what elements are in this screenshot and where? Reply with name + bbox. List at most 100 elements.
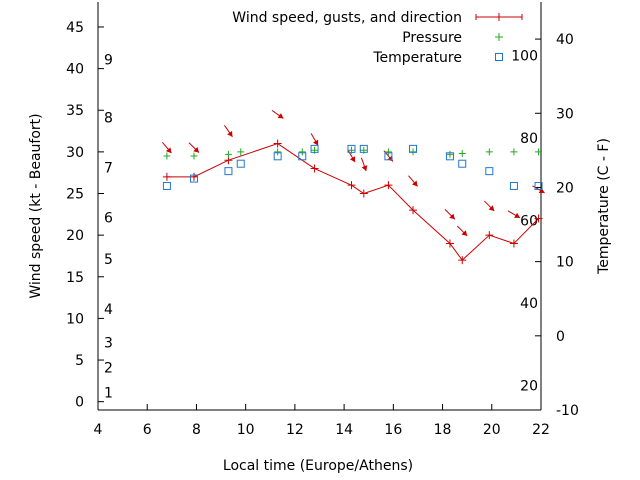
pressure-point bbox=[409, 148, 417, 156]
temperature-point bbox=[485, 167, 494, 176]
temperature-point bbox=[310, 144, 319, 153]
wind-speed-point bbox=[409, 206, 418, 215]
beaufort-label: 1 bbox=[104, 385, 113, 401]
beaufort-label: 8 bbox=[104, 111, 113, 127]
temperature-point bbox=[359, 144, 368, 153]
y-tick-label: 45 bbox=[66, 20, 84, 36]
legend: Wind speed, gusts, and direction Pressure… bbox=[232, 10, 523, 66]
fahrenheit-label: 20 bbox=[520, 378, 538, 394]
wind-direction-arrowhead bbox=[514, 212, 520, 218]
y-axis-label: Wind speed (kt - Beaufort) bbox=[28, 113, 44, 298]
y2-axis-label: Temperature (C - F) bbox=[596, 138, 612, 275]
legend-swatch-wind-marker bbox=[475, 13, 523, 21]
pressure-point bbox=[458, 150, 466, 158]
pressure-point bbox=[510, 148, 518, 156]
wind-speed-point bbox=[359, 189, 368, 198]
wind-speed-point bbox=[273, 139, 282, 148]
x-tick-label: 6 bbox=[143, 422, 152, 438]
wind-speed-point bbox=[347, 181, 356, 190]
pressure-point bbox=[237, 148, 245, 156]
y2-tick-label: 10 bbox=[556, 255, 574, 271]
legend-label-temperature: Temperature bbox=[372, 50, 462, 66]
x-tick-label: 4 bbox=[94, 422, 103, 438]
wind-direction-arrowhead bbox=[277, 113, 284, 119]
wind-speed-point bbox=[189, 172, 198, 181]
temperature-point bbox=[409, 144, 418, 153]
x-tick-label: 18 bbox=[434, 422, 452, 438]
wind-direction-arrowhead bbox=[312, 139, 319, 146]
y-tick-label: 0 bbox=[75, 395, 84, 411]
wind-speed-point bbox=[310, 164, 319, 173]
temperature-point bbox=[509, 181, 518, 190]
x-tick-label: 20 bbox=[483, 422, 501, 438]
fahrenheit-label: 80 bbox=[520, 131, 538, 147]
wind-direction-arrowhead bbox=[165, 147, 172, 154]
pressure-point bbox=[535, 148, 543, 156]
temperature-point bbox=[384, 152, 393, 161]
pressure-point bbox=[446, 150, 454, 158]
x-tick-label: 16 bbox=[384, 422, 402, 438]
y-tick-label: 40 bbox=[66, 62, 84, 78]
wind-direction-arrowhead bbox=[361, 165, 368, 171]
temperature-point bbox=[236, 159, 245, 168]
wind-direction-arrowhead bbox=[488, 205, 495, 211]
pressure-point bbox=[163, 152, 171, 160]
axes bbox=[97, 2, 542, 411]
y2-tick-label: -10 bbox=[556, 403, 579, 419]
wind-speed-point bbox=[384, 181, 393, 190]
pressure-point bbox=[298, 148, 306, 156]
y-tick-label: 25 bbox=[66, 187, 84, 203]
beaufort-label: 4 bbox=[104, 302, 113, 318]
pressure-point bbox=[190, 152, 198, 160]
wind-speed-point bbox=[445, 239, 454, 248]
x-tick-label: 14 bbox=[335, 422, 353, 438]
fahrenheit-label: 60 bbox=[520, 213, 538, 229]
x-tick-label: 12 bbox=[286, 422, 304, 438]
x-tick-label: 22 bbox=[532, 422, 550, 438]
legend-label-pressure: Pressure bbox=[402, 30, 462, 46]
temperature-point bbox=[189, 174, 198, 183]
y-tick-label: 35 bbox=[66, 103, 84, 119]
y2-tick-label: 40 bbox=[556, 32, 574, 48]
pressure-point bbox=[384, 148, 392, 156]
beaufort-label: 2 bbox=[104, 360, 113, 376]
temperature-point bbox=[534, 181, 543, 190]
x-axis-label: Local time (Europe/Athens) bbox=[223, 458, 413, 474]
temperature-point bbox=[162, 181, 171, 190]
wind-speed-point bbox=[458, 256, 467, 265]
temperature-point bbox=[298, 152, 307, 161]
y2-tick-label: 0 bbox=[556, 329, 565, 345]
legend-swatch-temperature bbox=[495, 53, 503, 61]
wind-direction-arrowhead bbox=[449, 213, 455, 220]
temperature-point bbox=[347, 144, 356, 153]
legend-label-wind: Wind speed, gusts, and direction bbox=[232, 10, 462, 26]
y-tick-label: 5 bbox=[75, 353, 84, 369]
beaufort-label: 3 bbox=[104, 335, 113, 351]
y2-tick-label: 20 bbox=[556, 180, 574, 196]
fahrenheit-label: 40 bbox=[520, 296, 538, 312]
wind-speed-point bbox=[485, 231, 494, 240]
wind-speed-point bbox=[534, 214, 543, 223]
beaufort-label: 7 bbox=[104, 161, 113, 177]
y2-tick-label: 30 bbox=[556, 106, 574, 122]
x-tick-label: 10 bbox=[237, 422, 255, 438]
beaufort-label: 6 bbox=[104, 210, 113, 226]
wind-direction-arrowhead bbox=[412, 180, 418, 187]
ticks: 4 6 8 10 12 14 16 18 20 22051015202530354045-1001… bbox=[66, 20, 579, 438]
legend-swatch-pressure bbox=[495, 33, 503, 41]
beaufort-label: 5 bbox=[104, 252, 113, 268]
y-tick-label: 10 bbox=[66, 311, 84, 327]
temperature-point bbox=[224, 167, 233, 176]
beaufort-label: 9 bbox=[104, 52, 113, 68]
pressure-point bbox=[485, 148, 493, 156]
series-layer bbox=[162, 109, 545, 265]
wind-speed-point bbox=[509, 239, 518, 248]
y-tick-label: 20 bbox=[66, 228, 84, 244]
x-tick-label: 8 bbox=[192, 422, 201, 438]
temperature-point bbox=[445, 152, 454, 161]
wind-speed-line bbox=[166, 142, 539, 261]
temperature-point bbox=[458, 159, 467, 168]
pressure-point bbox=[274, 148, 282, 156]
pressure-point bbox=[224, 150, 232, 158]
